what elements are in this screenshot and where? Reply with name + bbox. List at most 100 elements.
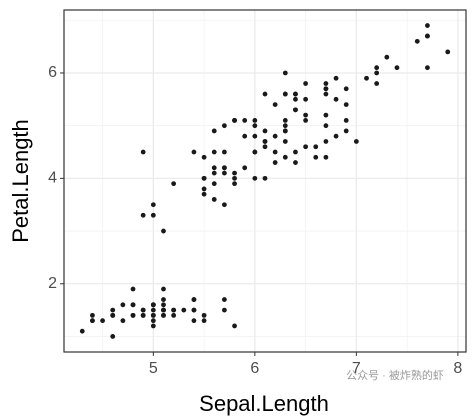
point	[262, 139, 268, 144]
point	[100, 318, 105, 324]
point	[323, 123, 329, 129]
point	[313, 144, 319, 150]
point	[221, 297, 227, 302]
point	[262, 175, 268, 181]
point	[242, 133, 248, 139]
point	[150, 318, 156, 324]
point	[221, 307, 227, 313]
point	[242, 117, 248, 123]
point	[333, 133, 339, 139]
point	[262, 91, 268, 97]
point	[364, 75, 369, 81]
point	[181, 307, 187, 313]
point	[211, 197, 217, 202]
point	[191, 149, 197, 155]
point	[252, 175, 258, 181]
point	[211, 170, 217, 176]
point	[343, 128, 349, 134]
point	[232, 117, 237, 123]
point	[282, 70, 288, 76]
point	[333, 96, 339, 102]
point	[201, 154, 207, 160]
y-axis-title: Petal.Length	[8, 119, 33, 243]
y-tick-label: 4	[48, 170, 57, 187]
x-tick-label: 7	[352, 360, 361, 377]
point	[191, 297, 197, 302]
point	[211, 149, 217, 155]
point	[221, 149, 227, 155]
point	[110, 307, 116, 313]
point	[221, 123, 227, 129]
point	[262, 144, 268, 150]
point	[201, 175, 207, 181]
point	[232, 323, 237, 329]
point	[343, 86, 349, 92]
point	[343, 102, 349, 107]
point	[425, 33, 430, 39]
point	[272, 133, 278, 139]
x-tick-label: 6	[250, 360, 259, 377]
point	[221, 170, 227, 176]
point	[425, 65, 430, 71]
point	[333, 75, 339, 81]
point	[150, 302, 156, 308]
point	[171, 181, 177, 187]
point	[343, 117, 349, 123]
point	[394, 65, 400, 71]
point	[90, 318, 95, 324]
point	[171, 307, 177, 313]
point	[293, 91, 298, 97]
point	[120, 318, 126, 324]
point	[293, 96, 298, 102]
point	[293, 149, 298, 155]
point	[323, 112, 329, 118]
point	[353, 139, 359, 144]
point	[150, 323, 156, 329]
point	[323, 81, 329, 86]
point	[384, 54, 390, 60]
point	[130, 286, 136, 292]
point	[211, 181, 217, 187]
point	[201, 318, 207, 324]
y-tick-label: 6	[48, 64, 57, 81]
point	[161, 297, 166, 302]
point	[323, 139, 329, 144]
panel	[64, 10, 466, 352]
point	[272, 160, 278, 165]
x-axis-title: Sepal.Length	[199, 391, 329, 416]
point	[150, 307, 156, 313]
point	[282, 117, 288, 123]
point	[282, 128, 288, 134]
point	[323, 86, 329, 92]
point	[232, 175, 237, 181]
point	[191, 318, 197, 324]
point	[211, 165, 217, 171]
point	[140, 307, 146, 313]
point	[323, 91, 329, 97]
point	[161, 286, 166, 292]
point	[221, 165, 227, 171]
point	[374, 70, 380, 76]
point	[130, 312, 136, 318]
point	[313, 154, 319, 160]
x-tick-label: 5	[149, 360, 158, 377]
point	[425, 23, 430, 28]
point	[211, 128, 217, 134]
point	[374, 81, 380, 86]
point	[232, 170, 237, 176]
point	[252, 149, 258, 155]
point	[120, 302, 126, 308]
point	[161, 302, 166, 308]
point	[140, 212, 146, 218]
point	[293, 160, 298, 165]
point	[90, 312, 95, 318]
point	[445, 49, 451, 55]
x-tick-label: 8	[453, 360, 462, 377]
point	[293, 107, 298, 113]
point	[79, 328, 85, 334]
point	[150, 212, 156, 218]
point	[282, 123, 288, 129]
point	[282, 154, 288, 160]
point	[272, 149, 278, 155]
